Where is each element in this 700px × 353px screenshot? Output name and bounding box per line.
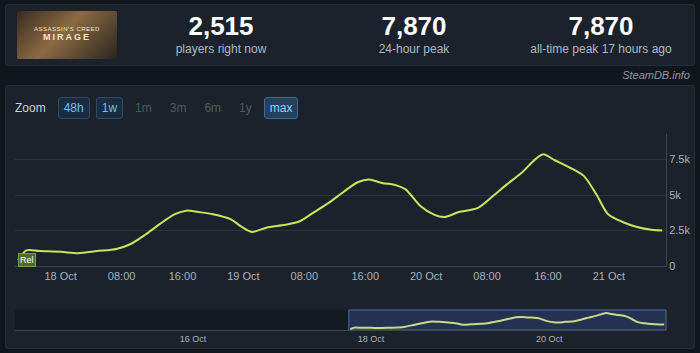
html-text:1w: 1w — [101, 101, 118, 115]
svg-text:16:00: 16:00 — [169, 270, 197, 282]
svg-text:16 Oct: 16 Oct — [180, 334, 207, 344]
html-text:Zoom: Zoom — [15, 101, 46, 115]
svg-text:5k: 5k — [669, 189, 681, 201]
svg-text:08:00: 08:00 — [291, 270, 319, 282]
html-text:6m: 6m — [204, 101, 222, 115]
html-text:SteamDB.info: SteamDB.info — [622, 69, 690, 81]
html-text:2,515: 2,515 — [188, 11, 254, 41]
html-text:24-hour peak: 24-hour peak — [378, 42, 450, 56]
svg-text:18 Oct: 18 Oct — [358, 334, 385, 344]
svg-text:08:00: 08:00 — [473, 270, 501, 282]
html-text:1m: 1m — [135, 101, 152, 115]
svg-text:7.5k: 7.5k — [669, 153, 690, 165]
html-text:7,870: 7,870 — [568, 11, 634, 41]
html-text:48h: 48h — [63, 101, 84, 115]
svg-text:16:00: 16:00 — [534, 270, 562, 282]
svg-text:19 Oct: 19 Oct — [227, 270, 259, 282]
html-text:1y: 1y — [239, 101, 252, 115]
html-text:players right now: players right now — [175, 42, 267, 56]
html-text:all-time peak 17 hours ago: all-time peak 17 hours ago — [530, 42, 672, 56]
svg-text:18 Oct: 18 Oct — [44, 270, 76, 282]
svg-text:0: 0 — [669, 260, 675, 272]
svg-text:16:00: 16:00 — [351, 270, 379, 282]
svg-text:08:00: 08:00 — [108, 270, 136, 282]
html-text:ASSASSIN'S CREED: ASSASSIN'S CREED — [34, 26, 100, 32]
svg-text:2.5k: 2.5k — [669, 224, 690, 236]
svg-text:20 Oct: 20 Oct — [536, 334, 563, 344]
html-text:max: max — [269, 101, 293, 115]
svg-text:20 Oct: 20 Oct — [410, 270, 442, 282]
html-text:MIRAGE: MIRAGE — [43, 32, 91, 42]
html-text:3m: 3m — [169, 101, 187, 115]
svg-text:Rel: Rel — [20, 255, 34, 265]
html-text:7,870: 7,870 — [381, 11, 447, 41]
svg-text:21 Oct: 21 Oct — [593, 270, 625, 282]
